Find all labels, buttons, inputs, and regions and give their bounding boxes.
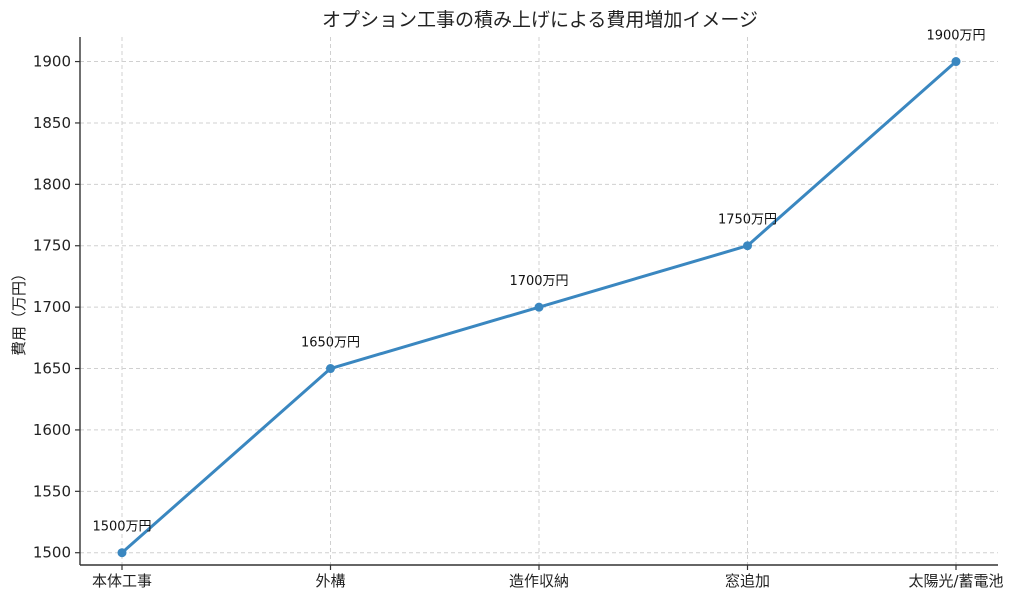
y-tick-label: 1750: [33, 237, 71, 255]
y-tick-label: 1650: [33, 360, 71, 378]
x-tick-label: 本体工事: [92, 572, 152, 590]
data-point: [743, 241, 752, 251]
y-axis-label: 費用（万円）: [10, 266, 28, 356]
y-axis-ticks: 1500 1550 1600 1650 1700 1750 1800 1850 1900: [33, 53, 80, 562]
y-tick-label: 1850: [33, 114, 71, 132]
data-point: [534, 302, 544, 312]
series-layer: 1500万円 1650万円 1700万円 1750万円 1900万円: [92, 29, 986, 558]
x-tick-label: 造作収納: [509, 572, 569, 590]
y-tick-label: 1700: [33, 298, 71, 316]
x-tick-label: 太陽光/蓄電池: [908, 572, 1003, 590]
data-label: 1700万円: [509, 274, 568, 289]
x-axis-ticks: 本体工事 外構 造作収納 窓追加 太陽光/蓄電池: [92, 565, 1004, 590]
data-label: 1500万円: [92, 520, 151, 535]
data-label: 1750万円: [718, 213, 777, 228]
y-tick-label: 1500: [33, 544, 71, 562]
x-tick-label: 窓追加: [725, 572, 770, 590]
y-tick-label: 1900: [33, 53, 71, 71]
data-point: [326, 364, 335, 374]
data-label: 1900万円: [926, 29, 985, 44]
x-tick-label: 外構: [315, 572, 345, 590]
y-tick-label: 1800: [33, 175, 71, 193]
data-point: [951, 57, 961, 67]
y-tick-label: 1550: [33, 482, 71, 500]
y-tick-label: 1600: [33, 421, 71, 439]
chart-title: オプション工事の積み上げによる費用増加イメージ: [322, 9, 758, 31]
grid-lines: [80, 37, 998, 565]
data-point: [117, 548, 127, 558]
data-label: 1650万円: [301, 336, 360, 351]
